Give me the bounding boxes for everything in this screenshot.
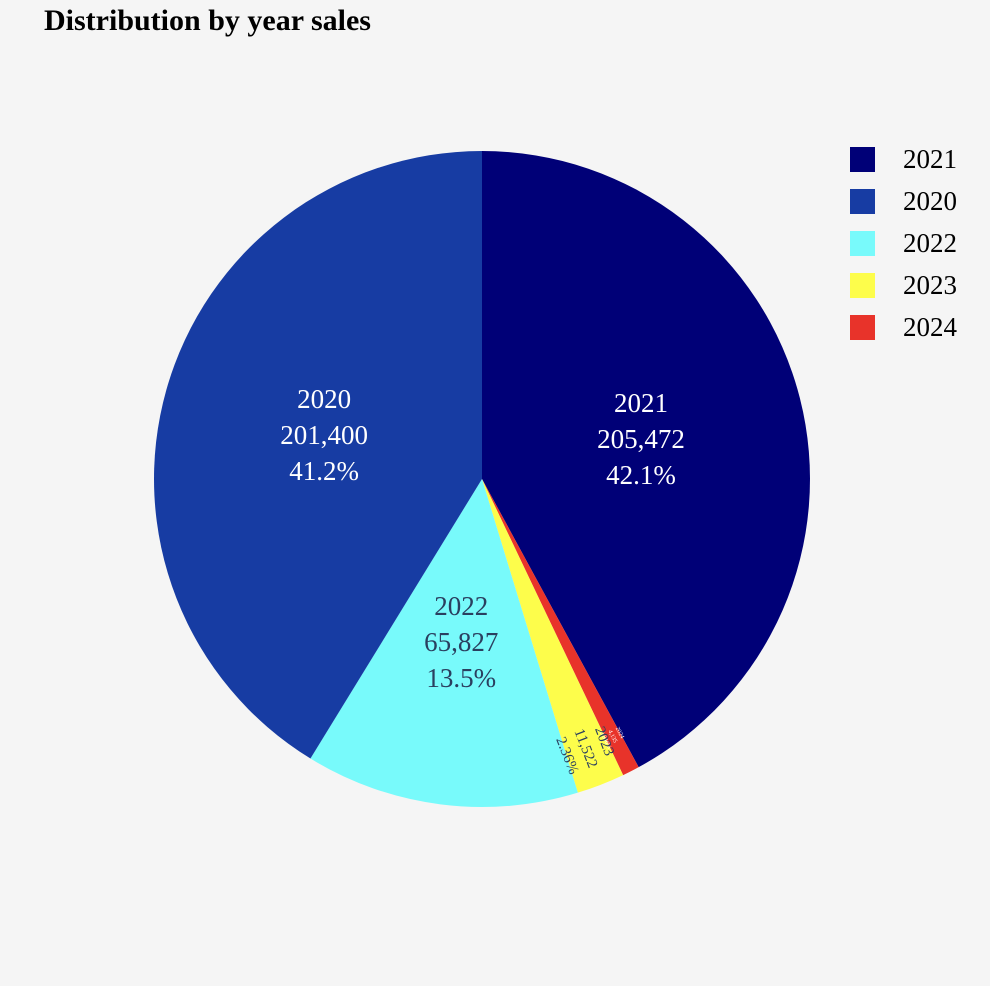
- slice-label-value: 205,472: [597, 424, 685, 454]
- pie-slice-2020: [154, 150, 482, 759]
- pie-labels: 2021205,47242.1%20244,1350.846%202311,52…: [280, 384, 685, 777]
- slice-label-year: 2022: [434, 591, 488, 621]
- legend: 2021 2020 2022 2023 2024: [850, 138, 957, 349]
- legend-label: 2022: [903, 227, 957, 258]
- legend-label: 2021: [903, 143, 957, 174]
- slice-label-2022: 2022 65,827 13.5%: [424, 591, 498, 693]
- legend-swatch: [850, 315, 875, 341]
- legend-item-2023[interactable]: 2023: [850, 265, 957, 307]
- slice-label-2020: 2020 201,400 41.2%: [280, 384, 368, 486]
- slice-label-percent: 41.2%: [289, 456, 359, 486]
- legend-label: 2024: [903, 312, 957, 343]
- slice-label-value: 4,135: [606, 729, 617, 744]
- pie-slice-2023: [482, 479, 624, 793]
- legend-swatch: [850, 146, 875, 172]
- slice-label-2021: 2021 205,472 42.1%: [597, 388, 685, 490]
- slice-label-year: 2020: [297, 384, 351, 414]
- legend-item-2024[interactable]: 2024: [850, 307, 957, 349]
- slice-label-percent: 13.5%: [426, 663, 496, 693]
- slice-label-year: 2024: [614, 726, 625, 739]
- legend-swatch: [850, 188, 875, 214]
- legend-item-2020[interactable]: 2020: [850, 180, 957, 222]
- slice-label-value: 65,827: [424, 627, 498, 657]
- pie-slices: [154, 150, 810, 807]
- pie-slice-2022: [310, 479, 578, 807]
- legend-label: 2023: [903, 270, 957, 301]
- legend-item-2022[interactable]: 2022: [850, 222, 957, 264]
- legend-item-2021[interactable]: 2021: [850, 138, 957, 180]
- pie-slice-2021: [482, 151, 810, 768]
- legend-swatch: [850, 273, 875, 299]
- legend-swatch: [850, 230, 875, 256]
- pie-slice-2024: [482, 479, 639, 776]
- chart-title: Distribution by year sales: [44, 4, 371, 37]
- slice-label-percent: 42.1%: [606, 460, 676, 490]
- legend-label: 2020: [903, 185, 957, 216]
- slice-label-value: 201,400: [280, 420, 368, 450]
- slice-label-year: 2021: [614, 388, 668, 418]
